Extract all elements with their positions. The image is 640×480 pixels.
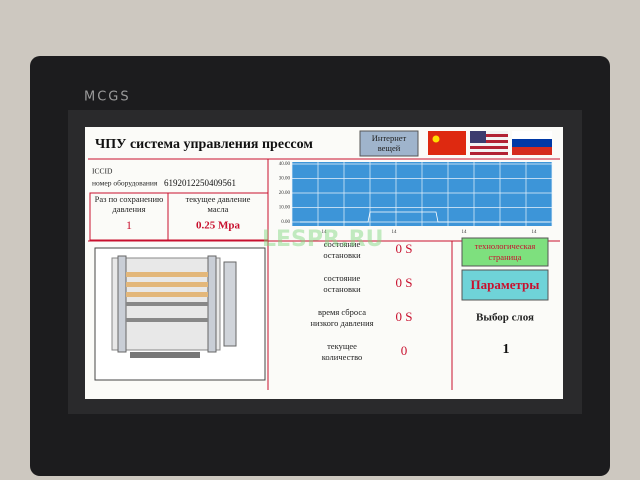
status-label: низкого давления	[310, 318, 373, 328]
trend-y-label: 10.00	[279, 206, 291, 211]
watermark: LESPR.RU	[262, 227, 384, 252]
status-label: остановки	[323, 250, 361, 260]
trend-x-label: 14	[392, 230, 398, 235]
process-page-button[interactable]	[461, 237, 549, 267]
brand: MCGS	[84, 90, 131, 105]
button-label: Параметры	[471, 277, 540, 292]
iccid-label: ICCID	[92, 167, 113, 176]
status-label: время сброса	[318, 307, 366, 317]
trend-x-label: 14	[532, 230, 538, 235]
status-label: состояние	[324, 239, 361, 249]
trend-chart: 40.00 30.00 20.00 10.00 0.00 14 14 14 14	[279, 162, 553, 235]
parameters-button[interactable]	[461, 269, 549, 301]
trend-line	[300, 211, 550, 223]
flag-cn[interactable]	[428, 131, 466, 155]
cell-label: масла	[208, 204, 229, 214]
cell-value: 0.25 Mpa	[196, 220, 241, 232]
status-value: 0 S	[396, 275, 413, 290]
iot-button-label: вещей	[378, 143, 401, 153]
iot-button-label: Интернет	[372, 133, 407, 143]
status-label: состояние	[324, 273, 361, 283]
button-label: технологическая	[475, 241, 536, 251]
title: ЧПУ система управления прессом	[95, 137, 313, 152]
iot-button[interactable]	[359, 130, 419, 157]
cell-label: Раз по сохранению	[95, 194, 164, 204]
status-label: остановки	[323, 284, 361, 294]
button-label: страница	[488, 252, 521, 262]
trend-x-label: 14	[322, 230, 328, 235]
layer-value: 1	[503, 342, 510, 357]
press-image	[94, 247, 266, 381]
status-label: количество	[322, 352, 363, 362]
flag-us[interactable]	[470, 131, 508, 155]
flag-ru[interactable]	[512, 131, 552, 155]
trend-x-label: 14	[462, 230, 468, 235]
equipment-number: 6192012250409561	[164, 178, 236, 188]
status-label: текущее	[327, 341, 357, 351]
trend-y-label: 40.00	[279, 162, 291, 167]
status-value: 0 S	[396, 241, 413, 256]
trend-y-label: 0.00	[281, 220, 290, 225]
cell-value: 1	[126, 218, 132, 232]
cell-label: давления	[112, 204, 145, 214]
equipment-label: номер оборудования	[92, 179, 158, 188]
status-value: 0 S	[396, 309, 413, 324]
trend-y-label: 20.00	[279, 191, 291, 196]
layer-label: Выбор слоя	[476, 312, 534, 324]
cell-label: текущее давление	[186, 194, 251, 204]
trend-y-label: 30.00	[279, 177, 291, 182]
status-value: 0	[401, 343, 408, 358]
